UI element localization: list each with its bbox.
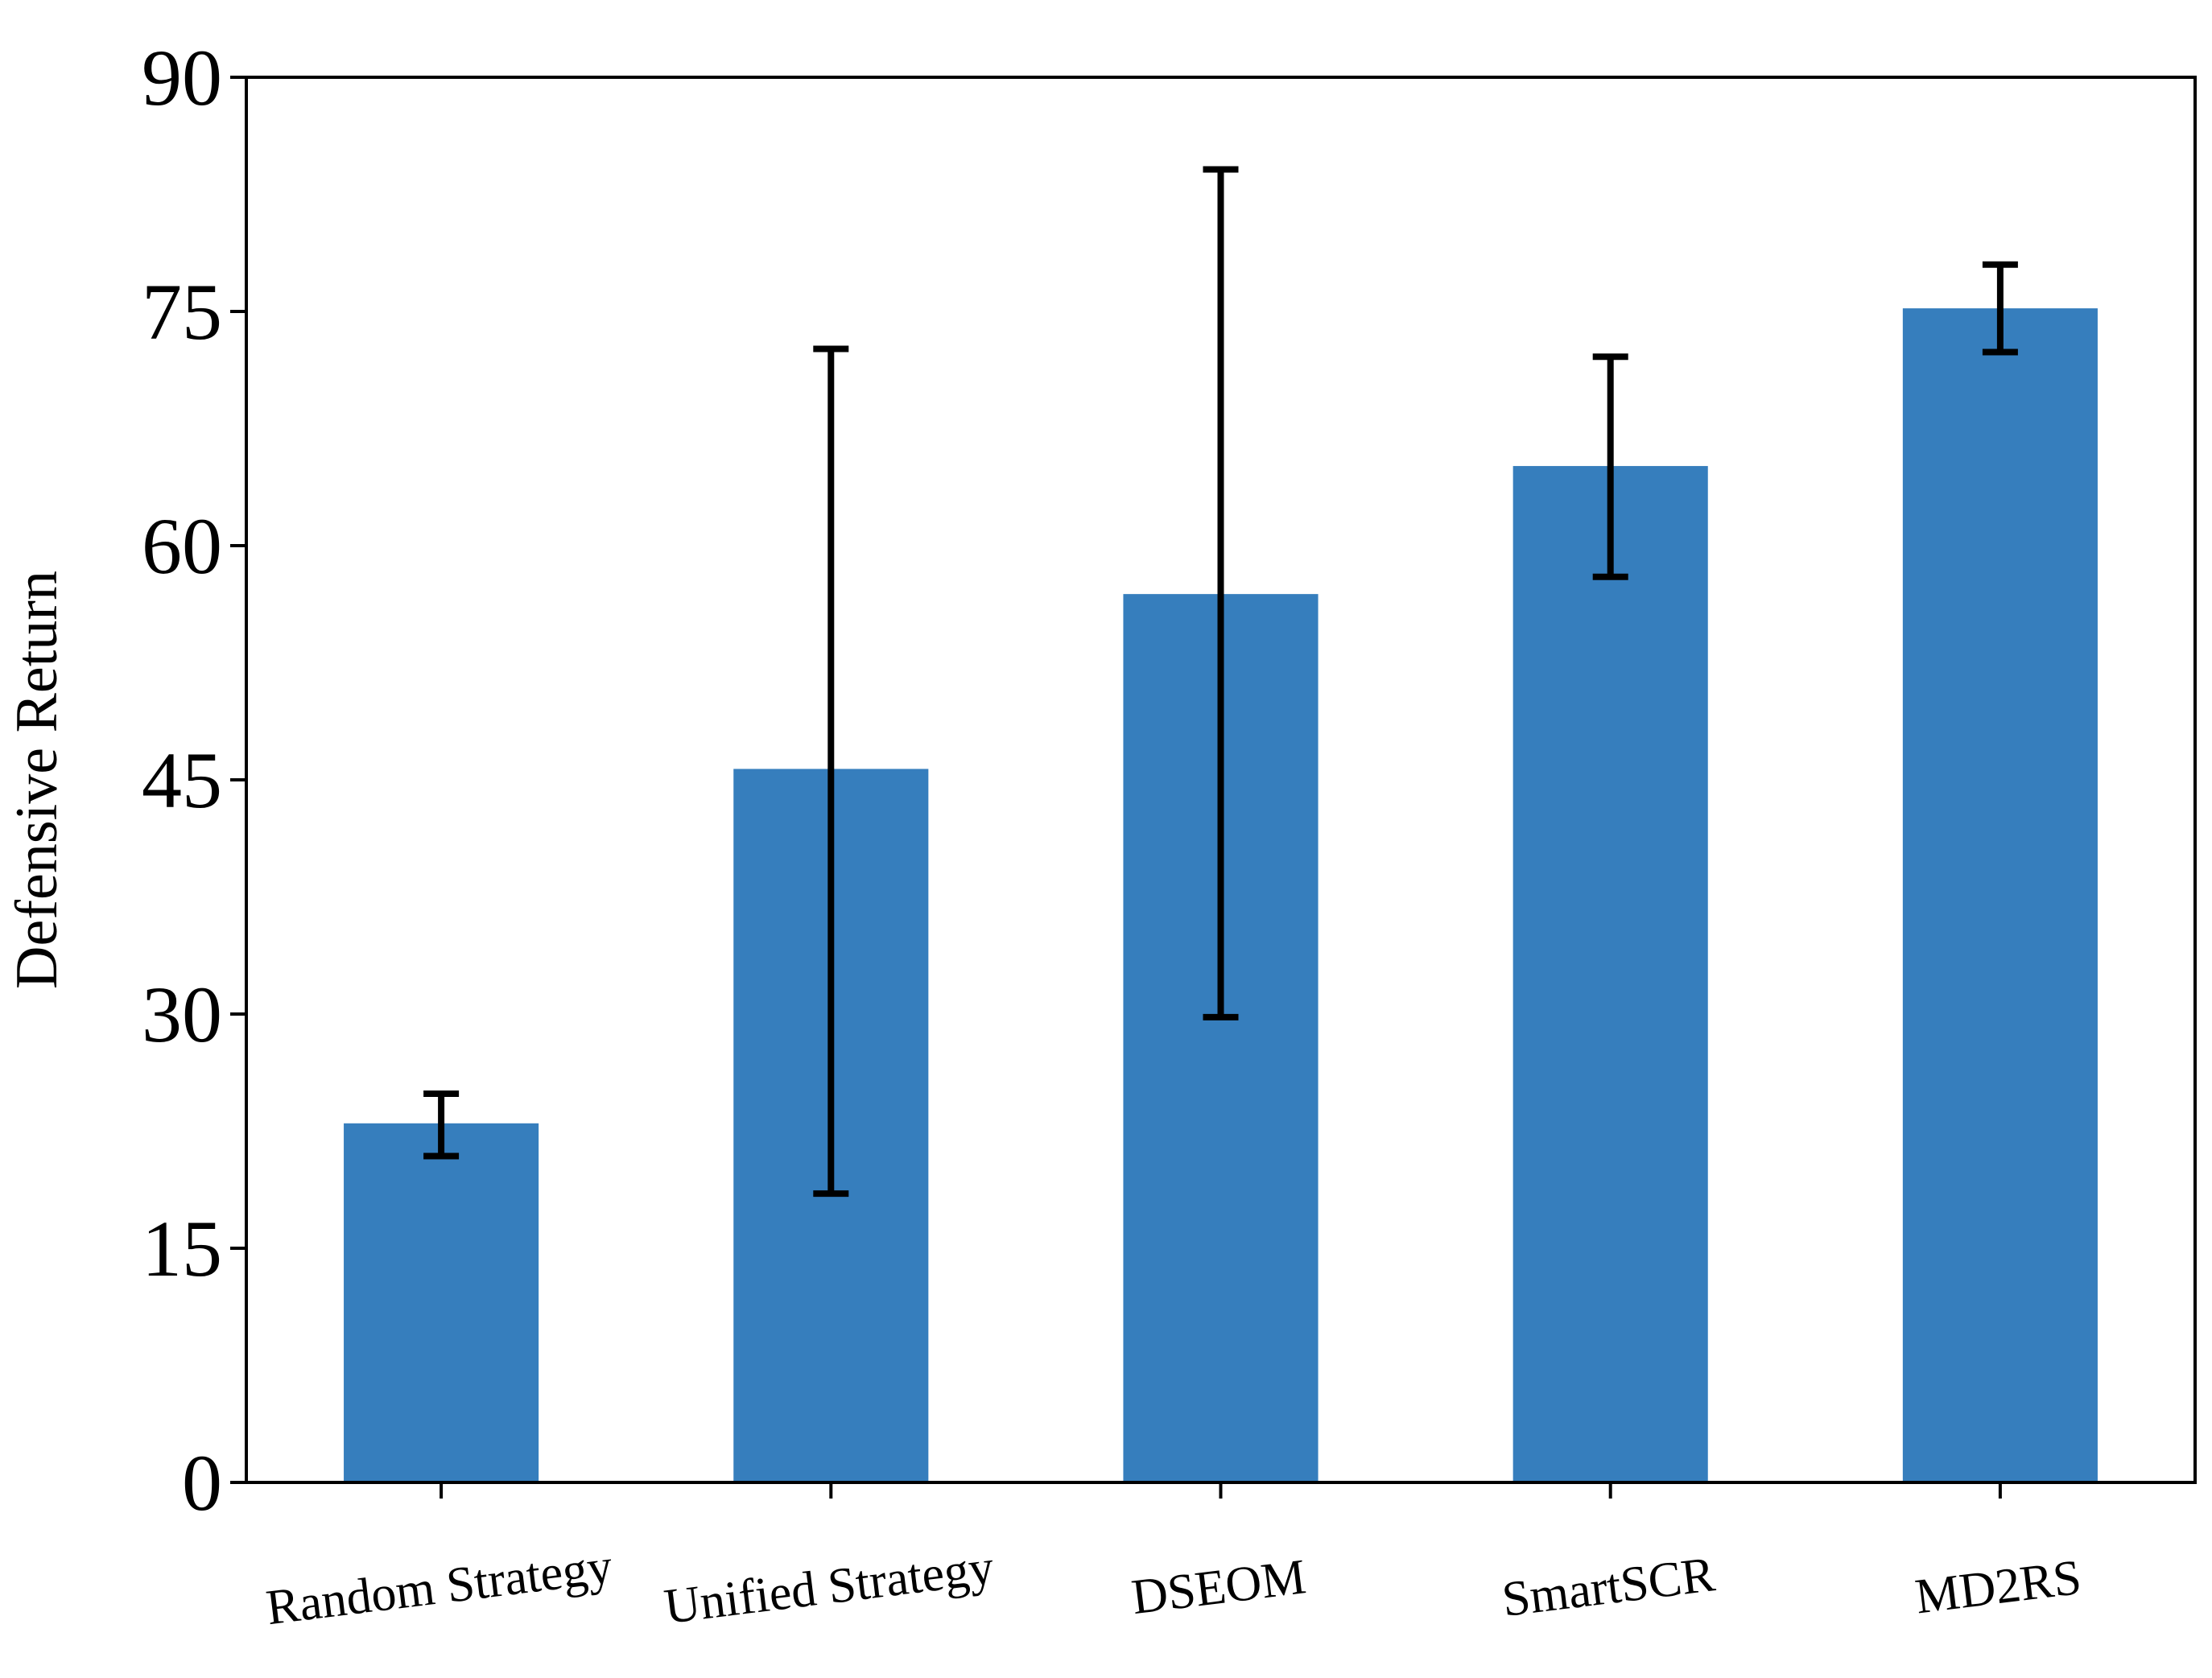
y-tick-label-3: 45 xyxy=(142,736,222,825)
bar-3 xyxy=(1512,466,1708,1482)
y-tick-label-0: 0 xyxy=(182,1438,222,1528)
y-tick-label-6: 90 xyxy=(142,33,222,122)
y-tick-label-2: 30 xyxy=(142,970,222,1059)
y-tick-label-1: 15 xyxy=(142,1204,222,1293)
bar-4 xyxy=(1902,308,2098,1482)
errorbar-4 xyxy=(1982,261,2018,356)
errorbar-1 xyxy=(813,345,849,1198)
x-tick-label-1: Unified Strategy xyxy=(661,1540,997,1635)
errorbars-layer xyxy=(423,166,2018,1198)
errorbar-2 xyxy=(1203,166,1239,1020)
y-axis-label: Defensive Return xyxy=(4,571,70,989)
x-axis: Random Strategy Unified Strategy DSEOM Smar… xyxy=(263,1482,2084,1635)
y-tick-label-5: 75 xyxy=(142,267,222,357)
bar-0 xyxy=(344,1123,539,1482)
x-tick-label-4: MD2RS xyxy=(1913,1550,2084,1625)
errorbar-0 xyxy=(423,1090,460,1160)
errorbar-3 xyxy=(1592,353,1628,580)
x-tick-label-3: SmartSCR xyxy=(1499,1547,1718,1627)
y-axis: 0 15 30 45 60 75 90 xyxy=(142,33,246,1528)
x-tick-label-2: DSEOM xyxy=(1129,1549,1309,1625)
y-tick-label-4: 60 xyxy=(142,501,222,591)
x-tick-label-0: Random Strategy xyxy=(263,1539,615,1635)
